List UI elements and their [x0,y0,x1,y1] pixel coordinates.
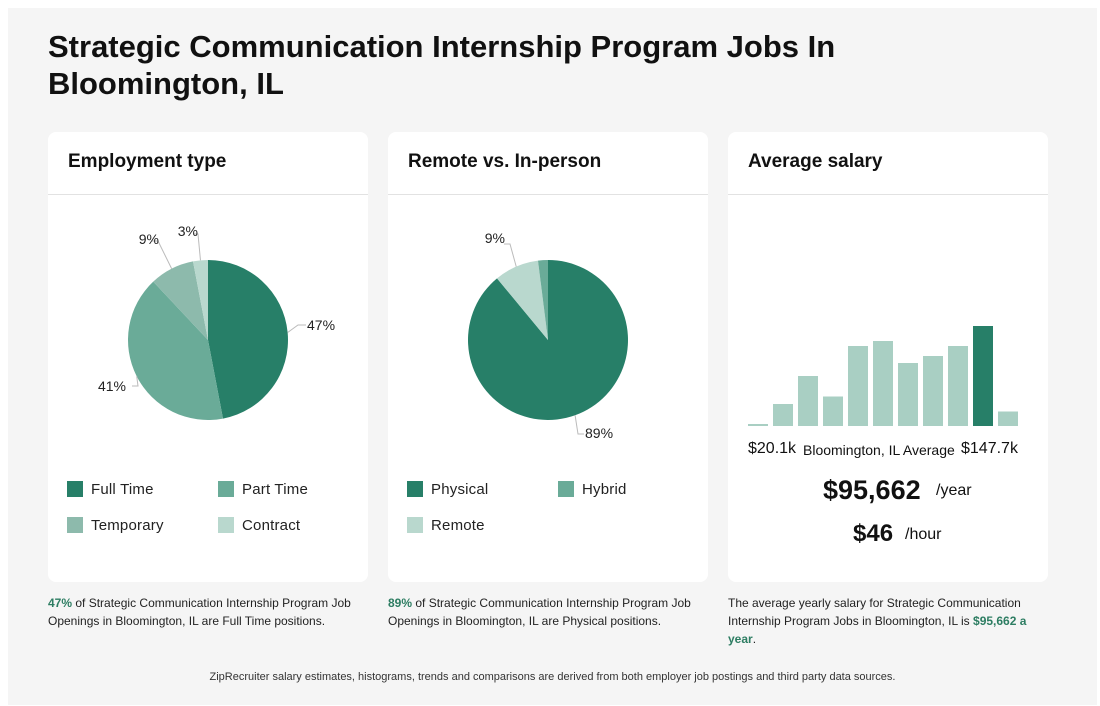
pie-slice-full-time [208,260,289,419]
remote-vs-in-person-card: Remote vs. In-person 89% 9% Physical Hybr… [388,132,708,582]
pie-leader-line [574,415,584,435]
legend-swatch-contract [218,517,234,533]
histogram-bar [798,376,818,426]
salary-hourly-value: $46 [853,520,894,547]
average-salary-card: Average salary [728,132,1048,582]
legend-swatch-physical [407,481,423,497]
employment-caption-text: of Strategic Communication Internship Pr… [48,596,351,628]
legend-swatch-hybrid [558,481,574,497]
legend-label-remote: Remote [431,516,485,534]
pie-label-physical: 89% [585,425,613,441]
pie-slice-remote [497,260,548,340]
salary-caption-highlight: $95,662 a year [728,614,1027,646]
salary-caption-text: The average yearly salary for Strategic … [728,596,1021,628]
pie-label-remote: 9% [485,230,505,246]
pie-leader-line [152,240,173,269]
histogram-bar [898,363,918,426]
pie-label-full-time: 47% [307,317,335,333]
histogram-bar [948,346,968,426]
legend-swatch-remote [407,517,423,533]
pie-slice-hybrid [537,260,548,340]
footer-note: ZipRecruiter salary estimates, histogram… [209,671,896,683]
pie-leader-line [504,243,517,267]
legend-item-part-time: Part Time [218,480,308,498]
legend-label-hybrid: Hybrid [582,480,627,498]
salary-max-label: $147.7k [961,440,1018,457]
employment-caption-highlight: 47% [48,596,73,610]
pie-leader-line [193,233,201,261]
histogram-bar [848,346,868,426]
salary-caption-end: . [752,632,757,646]
legend-label-full-time: Full Time [91,480,154,498]
histogram-bar-highlight [973,326,993,426]
salary-yearly-value: $95,662 [823,475,921,505]
remote-caption: 89% of Strategic Communication Internshi… [388,594,708,630]
legend-label-temporary: Temporary [91,516,164,534]
legend-item-temporary: Temporary [67,516,164,534]
histogram-bar [823,396,843,426]
histogram-bar [873,341,893,426]
legend-swatch-full-time [67,481,83,497]
employment-type-card: Employment type 47% 41% 9% 3% Full Time Par… [48,132,368,582]
histogram-bar [923,356,943,426]
histogram-bar [748,424,768,426]
pie-leader-line [287,324,306,333]
pie-slice-contract [193,260,208,340]
pie-label-temporary: 9% [139,231,159,247]
remote-caption-text: of Strategic Communication Internship Pr… [388,596,691,628]
pie-label-part-time: 41% [98,378,126,394]
legend-swatch-temporary [67,517,83,533]
histogram-bar [773,404,793,426]
salary-caption: The average yearly salary for Strategic … [728,594,1038,648]
salary-hourly-unit: /hour [905,526,942,543]
salary-location-label: Bloomington, IL Average [803,442,955,458]
pie-leader-line [132,376,139,387]
remote-vs-in-person-header: Remote vs. In-person [388,132,708,195]
legend-item-contract: Contract [218,516,300,534]
remote-caption-highlight: 89% [388,596,413,610]
histogram-bar [998,411,1018,426]
salary-min-label: $20.1k [748,440,797,457]
legend-item-full-time: Full Time [67,480,154,498]
legend-item-hybrid: Hybrid [558,480,627,498]
pie-slice-part-time [128,281,223,420]
legend-label-contract: Contract [242,516,301,534]
legend-label-physical: Physical [431,480,489,498]
legend-item-remote: Remote [407,516,485,534]
page-title: Strategic Communication Internship Progr… [48,29,836,101]
salary-yearly-unit: /year [936,482,972,499]
employment-type-pie-chart: 47% 41% 9% 3% [98,223,335,420]
pie-label-contract: 3% [178,223,198,239]
salary-histogram-chart [748,326,1018,426]
remote-vs-in-person-pie-chart: 89% 9% [468,230,628,441]
pie-slice-temporary [153,261,208,340]
employment-type-caption: 47% of Strategic Communication Internshi… [48,594,368,630]
average-salary-header: Average salary [728,132,1048,195]
employment-type-header: Employment type [48,132,368,195]
legend-swatch-part-time [218,481,234,497]
legend-label-part-time: Part Time [242,480,308,498]
legend-item-physical: Physical [407,480,488,498]
